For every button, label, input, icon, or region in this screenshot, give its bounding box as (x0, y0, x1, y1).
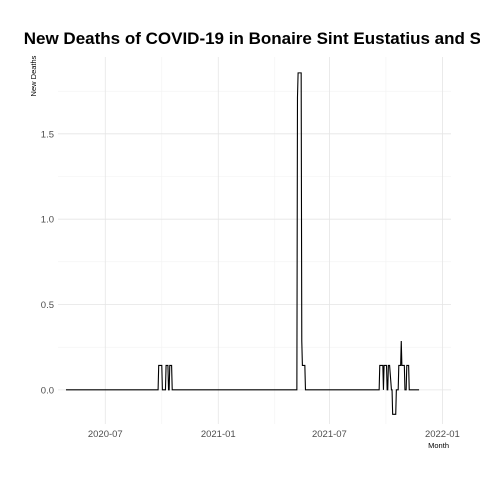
x-tick-label: 2022-01 (425, 429, 460, 440)
y-axis-label: New Deaths (29, 55, 38, 96)
x-axis-label: Month (428, 441, 449, 450)
grid (58, 57, 451, 424)
x-tick-label: 2021-07 (312, 429, 347, 440)
y-tick-label: 1.0 (41, 215, 54, 226)
chart-title: New Deaths of COVID-19 in Bonaire Sint E… (24, 29, 480, 48)
series-line (65, 72, 420, 415)
y-tick-label: 0.0 (41, 385, 54, 396)
x-tick-label: 2020-07 (88, 429, 123, 440)
tick-labels: 0.0 0.5 1.0 1.5 2020-07 2021-01 2021-07 2022-01 (41, 129, 460, 440)
y-tick-label: 0.5 (41, 300, 54, 311)
x-tick-label: 2021-01 (201, 429, 236, 440)
series-layer (65, 72, 420, 415)
y-tick-label: 1.5 (41, 129, 54, 140)
